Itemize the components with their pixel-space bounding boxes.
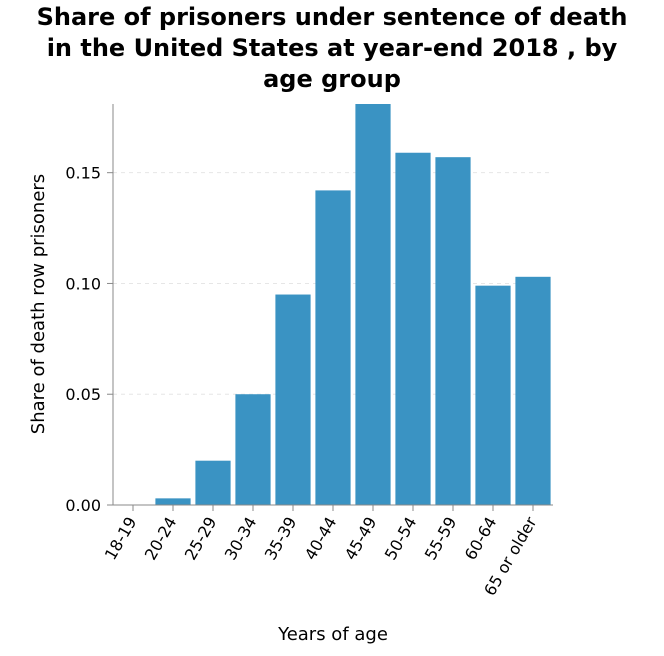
chart-title: Share of prisoners under sentence of dea… bbox=[0, 2, 664, 95]
bar-30-34 bbox=[235, 394, 271, 505]
x-tick-label: 35-39 bbox=[261, 514, 301, 564]
bars bbox=[155, 104, 551, 505]
x-tick-label: 50-54 bbox=[381, 514, 421, 564]
bar-25-29 bbox=[195, 460, 231, 505]
chart-title-line-3: age group bbox=[263, 65, 401, 93]
y-tick-label: 0.05 bbox=[65, 385, 101, 404]
chart-title-line-2: in the United States at year-end 2018 , … bbox=[46, 34, 618, 62]
y-axis-title: Share of death row prisoners bbox=[28, 174, 49, 434]
bar-40-44 bbox=[315, 190, 351, 505]
chart-title-line-1: Share of prisoners under sentence of dea… bbox=[36, 3, 628, 31]
x-tick-label: 25-29 bbox=[181, 514, 221, 564]
x-tick-label: 18-19 bbox=[101, 514, 141, 564]
x-tick-label: 60-64 bbox=[461, 514, 501, 564]
x-ticks: 18-19 20-24 25-29 30-34 35-39 40-44 45-49 50-54… bbox=[101, 505, 541, 599]
bar-55-59 bbox=[435, 157, 471, 505]
bar-20-24 bbox=[155, 498, 191, 505]
bar-45-49 bbox=[355, 104, 391, 505]
x-tick-label: 45-49 bbox=[341, 514, 381, 564]
x-tick-label: 20-24 bbox=[141, 514, 181, 564]
x-tick-label: 30-34 bbox=[221, 514, 261, 564]
y-tick-label: 0.10 bbox=[65, 274, 101, 293]
bar-50-54 bbox=[395, 152, 431, 505]
x-axis-title: Years of age bbox=[277, 624, 388, 645]
bar-60-64 bbox=[475, 285, 511, 505]
x-tick-label: 55-59 bbox=[421, 514, 461, 564]
y-tick-label: 0.15 bbox=[65, 164, 101, 183]
y-ticks: 0.00 0.05 0.10 0.15 bbox=[65, 164, 113, 515]
bar-65-or-older bbox=[515, 276, 551, 505]
bar-35-39 bbox=[275, 294, 311, 505]
y-tick-label: 0.00 bbox=[65, 496, 101, 515]
x-tick-label: 40-44 bbox=[301, 514, 341, 564]
